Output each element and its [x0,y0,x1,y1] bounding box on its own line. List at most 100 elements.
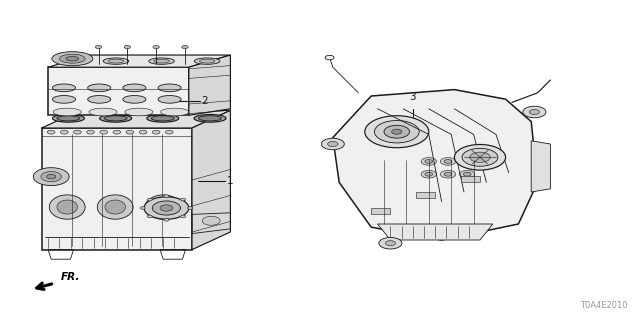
Circle shape [444,159,452,163]
Circle shape [144,197,189,219]
Circle shape [47,130,55,134]
Polygon shape [48,55,230,67]
Ellipse shape [125,108,153,116]
Circle shape [113,130,120,134]
Circle shape [462,148,498,166]
Polygon shape [531,141,550,192]
Circle shape [180,215,186,218]
Ellipse shape [63,59,78,63]
Circle shape [523,106,546,118]
Circle shape [463,172,471,176]
Circle shape [379,237,402,249]
Circle shape [87,130,95,134]
Circle shape [202,216,220,225]
Polygon shape [416,192,435,198]
Circle shape [425,159,433,163]
Circle shape [180,198,186,201]
Circle shape [47,174,56,179]
Text: T0A4E2010: T0A4E2010 [580,301,627,310]
Ellipse shape [148,58,174,64]
Circle shape [470,152,490,163]
Circle shape [147,198,152,201]
Ellipse shape [147,115,179,122]
Ellipse shape [57,200,77,214]
Ellipse shape [88,95,111,103]
Ellipse shape [104,116,127,121]
Polygon shape [461,176,480,182]
Circle shape [164,219,169,221]
Ellipse shape [103,58,129,64]
Ellipse shape [53,108,81,116]
Circle shape [147,215,152,218]
Circle shape [425,172,433,176]
Ellipse shape [88,84,111,92]
Circle shape [153,45,159,49]
Text: 1: 1 [227,176,234,186]
Circle shape [100,130,108,134]
Ellipse shape [198,116,221,121]
Polygon shape [48,67,189,115]
Ellipse shape [105,200,125,214]
Polygon shape [192,110,230,250]
Text: 3: 3 [410,92,416,102]
Circle shape [164,195,169,197]
Circle shape [440,170,456,178]
Ellipse shape [153,200,173,214]
Circle shape [460,157,475,165]
Ellipse shape [57,116,80,121]
Ellipse shape [123,84,146,92]
Circle shape [463,159,471,163]
Circle shape [95,45,102,49]
Polygon shape [378,224,493,240]
Circle shape [444,172,452,176]
Circle shape [328,141,338,147]
Circle shape [384,125,410,138]
Ellipse shape [52,84,76,92]
Ellipse shape [66,56,79,61]
Ellipse shape [52,95,76,103]
Ellipse shape [195,58,220,64]
Circle shape [165,130,173,134]
Text: 2: 2 [202,96,208,106]
Circle shape [374,121,419,143]
Circle shape [41,172,61,182]
Ellipse shape [49,195,85,219]
Circle shape [440,157,456,165]
Circle shape [421,170,436,178]
Circle shape [140,130,147,134]
Polygon shape [333,90,538,240]
Polygon shape [42,128,192,250]
Ellipse shape [158,84,181,92]
Circle shape [61,130,68,134]
Ellipse shape [151,116,174,121]
Ellipse shape [97,195,133,219]
Ellipse shape [158,95,181,103]
Polygon shape [371,208,390,214]
Ellipse shape [60,54,85,63]
Ellipse shape [108,59,124,63]
Circle shape [321,138,344,150]
Ellipse shape [58,58,83,64]
Text: FR.: FR. [61,272,80,282]
Ellipse shape [89,108,117,116]
Circle shape [454,145,506,170]
Circle shape [182,45,188,49]
Circle shape [160,205,173,211]
Ellipse shape [145,195,181,219]
Polygon shape [189,55,230,115]
Ellipse shape [161,108,189,116]
Ellipse shape [200,59,215,63]
Ellipse shape [123,95,146,103]
Circle shape [529,109,540,115]
Circle shape [124,45,131,49]
Ellipse shape [154,59,169,63]
Polygon shape [42,110,230,128]
Ellipse shape [52,52,93,66]
Circle shape [460,170,475,178]
Circle shape [421,157,436,165]
Circle shape [126,130,134,134]
Circle shape [152,201,180,215]
Circle shape [188,207,193,209]
Circle shape [140,207,145,209]
Circle shape [325,55,334,60]
